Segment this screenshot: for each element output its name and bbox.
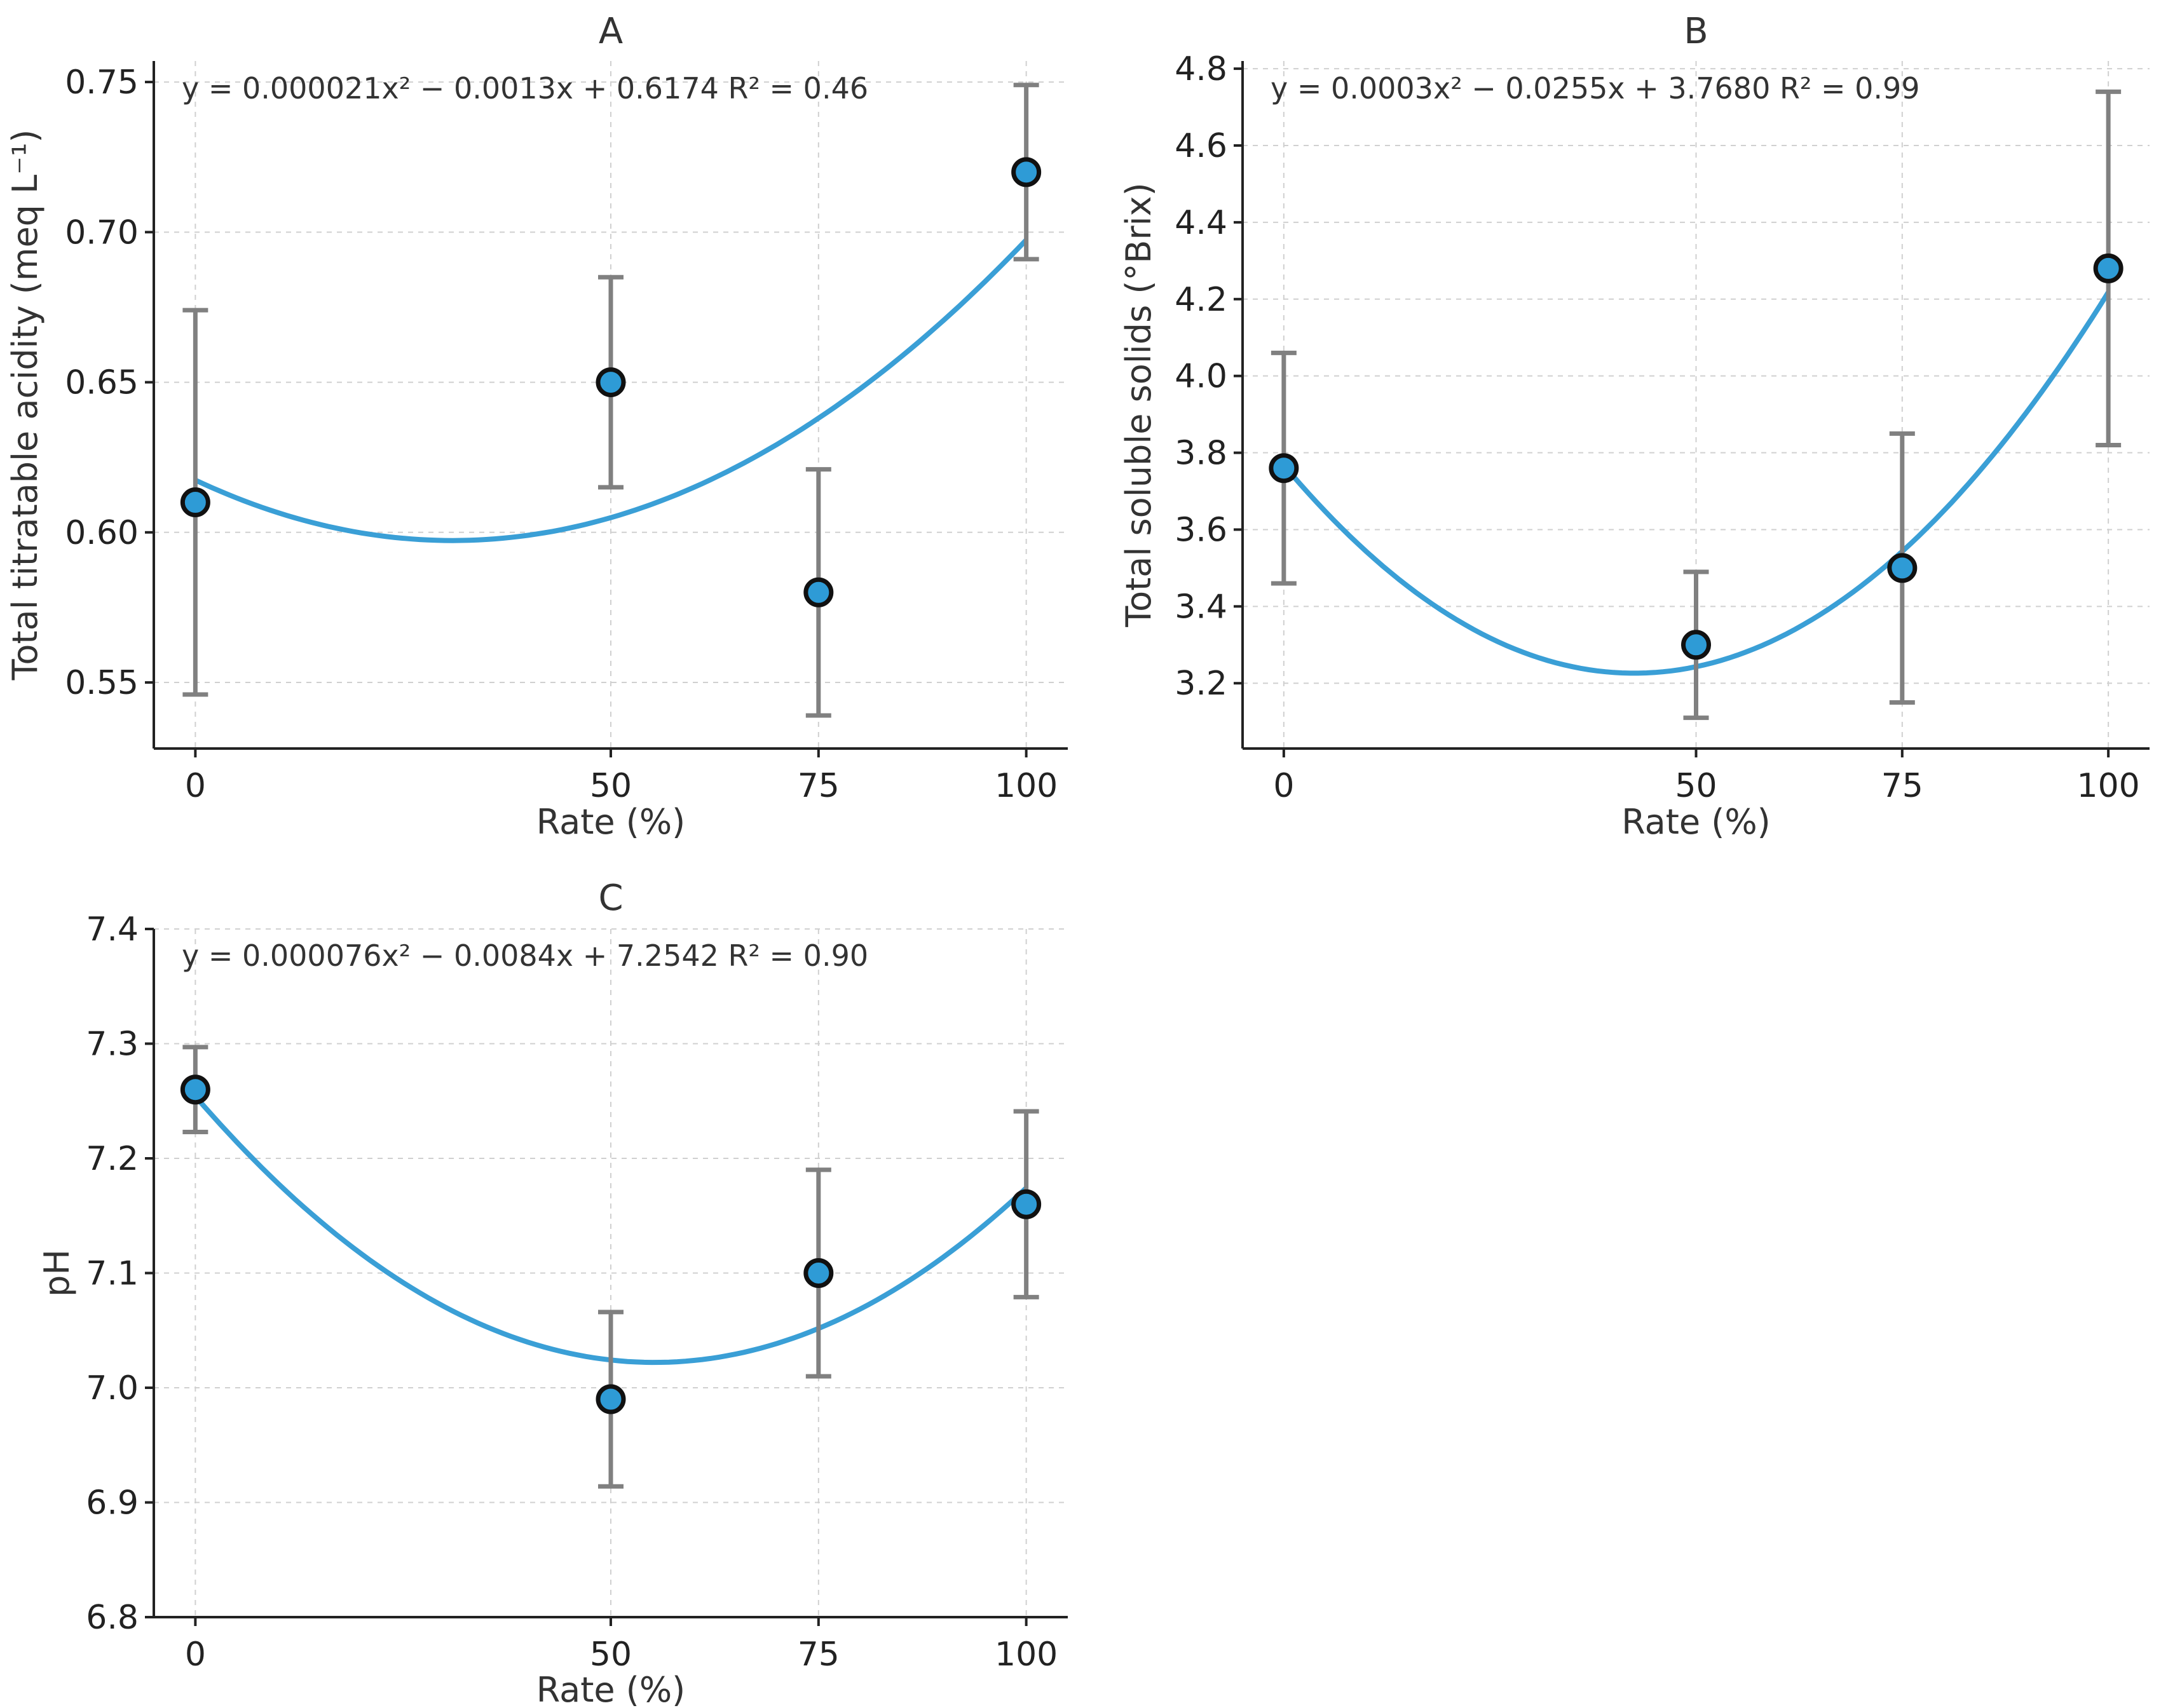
x-tick-label: 0: [185, 1636, 206, 1674]
y-tick-label: 4.8: [1175, 50, 1227, 88]
data-point: [1681, 630, 1711, 660]
panel-title: A: [599, 11, 623, 52]
data-point: [180, 487, 210, 518]
data-point: [803, 1258, 834, 1288]
x-axis-label: Rate (%): [536, 1670, 685, 1708]
x-tick-label: 50: [1675, 767, 1717, 805]
y-tick-label: 3.6: [1175, 511, 1227, 549]
data-point: [1269, 453, 1299, 484]
x-tick-label: 50: [590, 767, 632, 805]
y-tick-label: 0.70: [65, 214, 139, 252]
y-tick-label: 6.8: [86, 1599, 139, 1637]
x-tick-label: 75: [1881, 767, 1923, 805]
y-tick-label: 7.0: [86, 1369, 139, 1407]
gridlines: [154, 928, 1068, 1618]
y-tick-label: 4.6: [1175, 127, 1227, 165]
y-tick-label: 0.75: [65, 64, 139, 102]
data-point: [1011, 157, 1042, 187]
panel-title: C: [598, 878, 623, 919]
x-tick-label: 100: [995, 1636, 1058, 1674]
panel-title: B: [1684, 11, 1708, 52]
y-axis-label: Total soluble solids (°Brix): [1119, 182, 1159, 627]
y-tick-label: 0.60: [65, 514, 139, 552]
y-tick-label: 3.8: [1175, 435, 1227, 473]
fit-equation: y = 0.000076x² − 0.0084x + 7.2542 R² = 0…: [182, 939, 868, 973]
x-axis-label: Rate (%): [1621, 802, 1770, 842]
data-point: [1011, 1189, 1042, 1219]
x-tick-label: 50: [590, 1636, 632, 1674]
y-tick-label: 7.4: [86, 911, 139, 949]
fit-equation: y = 0.000021x² − 0.0013x + 0.6174 R² = 0…: [182, 71, 868, 105]
x-tick-label: 75: [798, 767, 840, 805]
x-tick-label: 0: [185, 767, 206, 805]
y-tick-label: 0.55: [65, 664, 139, 702]
x-tick-label: 100: [2077, 767, 2140, 805]
panel-c: 6.8 6.9 7.0 7.1 7.2 7.3 7.4 0 50 75 100 Cy = 0.0000…: [37, 878, 1068, 1708]
x-tick-label: 0: [1273, 767, 1294, 805]
data-point: [596, 367, 626, 398]
panel-a: 0.55 0.60 0.65 0.70 0.75 0 50 75 100 Ay = 0.00002…: [5, 11, 1068, 842]
y-tick-label: 4.0: [1175, 358, 1227, 396]
gridlines: [1243, 61, 2150, 749]
fit-equation: y = 0.0003x² − 0.0255x + 3.7680 R² = 0.9…: [1271, 71, 1920, 105]
data-point: [1887, 553, 1918, 583]
data-point: [2093, 253, 2124, 283]
data-point: [180, 1074, 210, 1105]
x-tick-label: 75: [798, 1636, 840, 1674]
y-axis-label: Total titratable acidity (meq L⁻¹): [5, 130, 45, 681]
y-tick-label: 3.4: [1175, 588, 1227, 626]
x-tick-label: 100: [995, 767, 1058, 805]
y-tick-label: 3.2: [1175, 665, 1227, 703]
y-tick-label: 7.3: [86, 1026, 139, 1064]
fit-curve: [194, 238, 1028, 543]
y-tick-label: 0.65: [65, 364, 139, 402]
y-tick-label: 7.1: [86, 1255, 139, 1293]
y-tick-label: 4.2: [1175, 281, 1227, 319]
x-axis-label: Rate (%): [536, 802, 685, 842]
data-point: [803, 577, 834, 607]
y-tick-label: 4.4: [1175, 204, 1227, 242]
y-axis-label: pH: [37, 1249, 77, 1297]
y-tick-label: 6.9: [86, 1484, 139, 1522]
panel-b: 3.2 3.4 3.6 3.8 4.0 4.2 4.4 4.6 4.8 0 50 75 100 By = …: [1119, 11, 2150, 842]
data-point: [596, 1384, 626, 1414]
y-tick-label: 7.2: [86, 1140, 139, 1178]
